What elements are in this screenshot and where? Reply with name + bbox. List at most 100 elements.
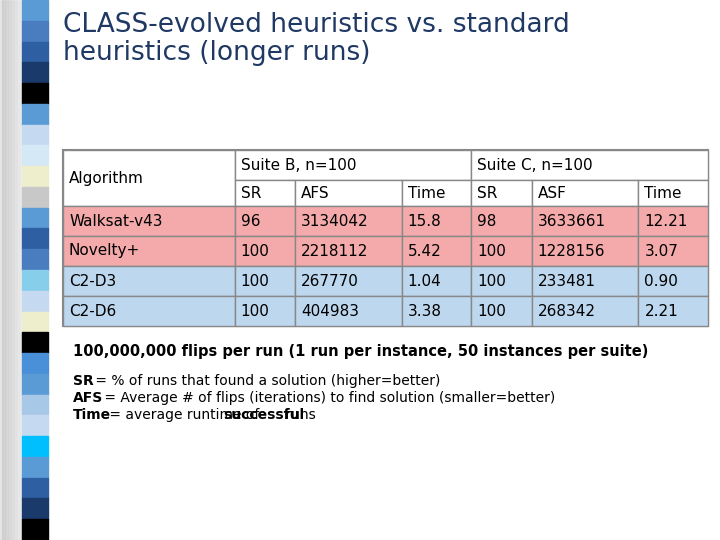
Bar (22, 478, 48, 498)
Bar (22, 312, 48, 332)
Bar (29, 0, 30, 540)
Bar (22, 415, 48, 436)
Bar (402, 236, 472, 266)
Text: = Average # of flips (iterations) to find solution (smaller=better): = Average # of flips (iterations) to fin… (100, 391, 555, 405)
Text: 100,000,000 flips per run (1 run per instance, 50 instances per suite): 100,000,000 flips per run (1 run per ins… (73, 344, 649, 359)
Text: Suite C, n=100: Suite C, n=100 (477, 158, 593, 172)
Bar (639, 296, 708, 326)
Bar (7, 0, 9, 540)
Bar (472, 266, 531, 296)
Bar (22, 498, 48, 519)
Bar (6, 0, 8, 540)
Text: = % of runs that found a solution (higher=better): = % of runs that found a solution (highe… (91, 374, 441, 388)
Text: Time: Time (408, 186, 445, 200)
Text: SR: SR (73, 374, 94, 388)
Bar (531, 206, 639, 236)
Text: 1.04: 1.04 (408, 273, 441, 288)
Text: C2-D3: C2-D3 (69, 273, 116, 288)
Bar (22, 42, 48, 62)
Text: 98: 98 (477, 213, 497, 228)
Bar (531, 266, 639, 296)
Text: 100: 100 (240, 303, 269, 319)
Bar (22, 395, 48, 415)
Text: 12.21: 12.21 (644, 213, 688, 228)
Bar (639, 266, 708, 296)
Text: 3.38: 3.38 (408, 303, 442, 319)
Bar (235, 150, 472, 180)
Bar (235, 266, 295, 296)
Bar (3, 0, 5, 540)
Bar (24, 0, 26, 540)
Text: 100: 100 (240, 244, 269, 259)
Bar (18, 0, 20, 540)
Bar (63, 296, 235, 326)
Text: 267770: 267770 (301, 273, 359, 288)
Bar (27, 0, 29, 540)
Text: 3134042: 3134042 (301, 213, 369, 228)
Text: AFS: AFS (301, 186, 330, 200)
Bar (63, 206, 235, 236)
Bar (63, 266, 235, 296)
Bar (472, 236, 531, 266)
Text: 100: 100 (477, 244, 506, 259)
Bar (295, 266, 402, 296)
Bar (22, 291, 48, 312)
Bar (295, 236, 402, 266)
Text: Suite B, n=100: Suite B, n=100 (240, 158, 356, 172)
Text: Novelty+: Novelty+ (69, 244, 140, 259)
Text: Time: Time (73, 408, 111, 422)
Text: 15.8: 15.8 (408, 213, 441, 228)
Text: 2.21: 2.21 (644, 303, 678, 319)
Bar (22, 166, 48, 187)
Bar (22, 374, 48, 395)
Text: heuristics (longer runs): heuristics (longer runs) (63, 40, 371, 66)
Bar (402, 296, 472, 326)
Bar (22, 249, 48, 270)
Bar (295, 296, 402, 326)
Bar (14, 0, 16, 540)
Text: successful: successful (223, 408, 304, 422)
Bar (22, 104, 48, 125)
Bar (472, 296, 531, 326)
Text: 2218112: 2218112 (301, 244, 369, 259)
Text: 404983: 404983 (301, 303, 359, 319)
Bar (295, 180, 402, 206)
Bar (22, 228, 48, 249)
Bar (22, 21, 48, 42)
Bar (235, 180, 295, 206)
Text: 0.90: 0.90 (644, 273, 678, 288)
Text: ASF: ASF (538, 186, 567, 200)
Bar (15, 0, 17, 540)
Bar (531, 296, 639, 326)
Bar (402, 180, 472, 206)
Text: 96: 96 (240, 213, 260, 228)
Bar (235, 296, 295, 326)
Bar (295, 206, 402, 236)
Bar (639, 236, 708, 266)
Bar (1, 0, 4, 540)
Bar (531, 180, 639, 206)
Text: Algorithm: Algorithm (69, 171, 144, 186)
Bar (12, 0, 14, 540)
Bar (22, 208, 48, 228)
Bar (235, 206, 295, 236)
Bar (402, 206, 472, 236)
Text: 100: 100 (477, 273, 506, 288)
Bar (639, 180, 708, 206)
Bar (0, 0, 2, 540)
Bar (22, 353, 48, 374)
Bar (22, 332, 48, 353)
Bar (235, 236, 295, 266)
Bar (22, 125, 48, 145)
Text: Walksat-v43: Walksat-v43 (69, 213, 163, 228)
Bar (22, 519, 48, 540)
Text: Time: Time (644, 186, 682, 200)
Text: SR: SR (477, 186, 498, 200)
Bar (639, 206, 708, 236)
Bar (22, 145, 48, 166)
Bar (531, 236, 639, 266)
Text: 100: 100 (240, 273, 269, 288)
Bar (63, 150, 708, 326)
Bar (63, 236, 235, 266)
Text: SR: SR (240, 186, 261, 200)
